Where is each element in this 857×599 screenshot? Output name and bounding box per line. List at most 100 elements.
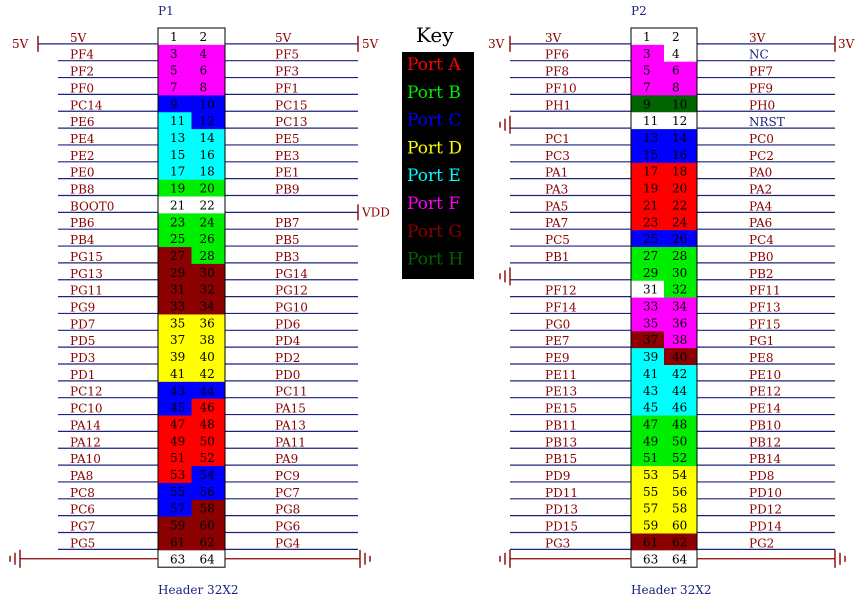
pin-cell-right (664, 196, 697, 214)
key-item-port-a: Port A (407, 55, 461, 75)
pin-number-44: 44 (200, 384, 216, 398)
pin-number-43: 43 (170, 384, 185, 398)
pin-number-47: 47 (643, 417, 658, 431)
pin-number-2: 2 (200, 30, 208, 44)
pin-label-left: PG7 (70, 520, 95, 534)
pin-label-left: PB1 (545, 250, 570, 264)
pin-cell-left (631, 28, 664, 46)
key-item-port-f: Port F (407, 194, 460, 214)
pin-label-right: PD2 (275, 351, 300, 365)
pin-cell-right (191, 516, 225, 534)
pin-cell-left (631, 61, 664, 79)
pin-label-right: PD6 (275, 317, 300, 331)
pin-label-left: PC14 (70, 98, 103, 112)
pin-cell-left (158, 365, 192, 383)
pin-cell-right (191, 331, 225, 349)
pin-number-35: 35 (643, 316, 658, 330)
pin-label-left: PG13 (70, 267, 103, 281)
pin-label-left: PE2 (70, 149, 94, 163)
pin-number-27: 27 (643, 249, 658, 263)
pin-cell-right (664, 533, 697, 551)
pin-number-59: 59 (170, 519, 185, 533)
pin-label-right: PC11 (275, 385, 308, 399)
pin-number-26: 26 (200, 232, 215, 246)
pin-label-right: PE3 (275, 149, 299, 163)
pin-label-left: PB15 (545, 452, 577, 466)
pin-cell-left (631, 449, 664, 467)
pin-number-29: 29 (643, 266, 658, 280)
pin-number-62: 62 (672, 535, 687, 549)
pin-cell-right (664, 415, 697, 433)
pin-cell-left (158, 533, 192, 551)
pin-cell-right (664, 482, 697, 501)
pin-label-left: PF4 (70, 48, 94, 62)
pin-label-right: PG8 (275, 503, 300, 517)
pin-label-left: PA3 (545, 183, 568, 197)
key-title: Key (416, 23, 454, 47)
pin-number-2: 2 (672, 30, 680, 44)
pin-number-54: 54 (200, 468, 216, 482)
pin-cell-left (631, 533, 664, 551)
pin-cell-left (631, 348, 664, 366)
pin-cell-left (158, 499, 192, 517)
pin-label-right: PF11 (749, 284, 781, 298)
pin-cell-right (191, 348, 225, 366)
pin-label-left: 3V (545, 31, 562, 45)
pin-label-right: PH0 (749, 98, 775, 112)
pin-label-right: PG1 (749, 334, 774, 348)
pin-label-left: PE7 (545, 334, 569, 348)
pin-cell-right (664, 348, 697, 366)
pin-number-36: 36 (200, 316, 215, 330)
pin-number-10: 10 (200, 97, 215, 111)
pin-cell-right (664, 499, 697, 517)
pin-label-right: PD0 (275, 368, 300, 382)
pin-label-left: PB8 (70, 183, 95, 197)
pin-number-10: 10 (672, 97, 687, 111)
pin-cell-left (631, 213, 664, 231)
pin-label-right: PG10 (275, 300, 308, 314)
pin-number-30: 30 (200, 266, 215, 280)
pin-number-8: 8 (672, 80, 680, 94)
pin-cell-left (631, 516, 664, 534)
pin-cell-right (664, 112, 697, 130)
pin-label-left: PC5 (545, 233, 570, 247)
pin-label-right: PG12 (275, 284, 308, 298)
pin-cell-left (158, 145, 192, 164)
pin-number-47: 47 (170, 417, 185, 431)
pin-cell-right (191, 533, 225, 551)
pin-number-46: 46 (672, 401, 687, 415)
pin-label-left: PG0 (545, 317, 570, 331)
pin-label-left: PF2 (70, 65, 94, 79)
pin-label-left: PE11 (545, 368, 577, 382)
pin-label-left: PA1 (545, 166, 568, 180)
pin-number-56: 56 (672, 485, 687, 499)
pin-cell-right (664, 550, 697, 568)
pin-label-left: PA8 (70, 469, 93, 483)
pin-label-right: PC7 (275, 486, 300, 500)
pin-cell-right (191, 28, 225, 46)
pin-cell-left (158, 482, 192, 501)
pin-number-17: 17 (170, 165, 185, 179)
pin-label-left: PG3 (545, 536, 570, 550)
header-caption: Header 32X2 (158, 583, 239, 597)
pin-cell-right (191, 280, 225, 298)
pin-number-13: 13 (643, 131, 658, 145)
pin-number-30: 30 (672, 266, 687, 280)
pin-label-left: PC8 (70, 486, 95, 500)
pin-cell-right (191, 398, 225, 416)
pin-cell-right (191, 365, 225, 383)
pin-number-26: 26 (672, 232, 687, 246)
pin-cell-right (191, 230, 225, 248)
pin-cell-left (158, 230, 192, 248)
pin-label-right: PG4 (275, 536, 301, 550)
pin-number-55: 55 (170, 485, 185, 499)
pin-label-right: PE5 (275, 132, 299, 146)
pin-label-right: PB14 (749, 452, 782, 466)
pin-number-14: 14 (672, 131, 688, 145)
pin-number-9: 9 (643, 97, 651, 111)
pin-cell-left (158, 348, 192, 366)
pin-cell-right (664, 432, 697, 450)
pin-label-left: PE15 (545, 402, 577, 416)
pin-cell-right (191, 449, 225, 467)
pin-number-61: 61 (643, 535, 658, 549)
